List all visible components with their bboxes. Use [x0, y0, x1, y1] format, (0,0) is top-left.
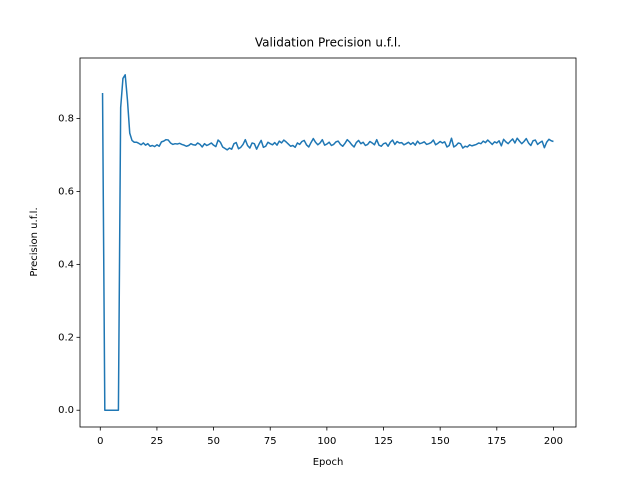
x-tick-label: 200 — [544, 436, 563, 447]
x-tick-label: 100 — [317, 436, 336, 447]
x-tick-label: 175 — [487, 436, 506, 447]
y-tick-label: 0.6 — [58, 186, 74, 197]
chart-title: Validation Precision u.f.l. — [255, 36, 401, 50]
x-tick-label: 125 — [374, 436, 393, 447]
x-tick-label: 75 — [264, 436, 277, 447]
data-line — [101, 74, 554, 411]
x-tick-label: 0 — [97, 436, 103, 447]
y-tick-label: 0.4 — [58, 259, 74, 270]
y-tick-label: 0.0 — [58, 405, 74, 416]
y-tick-label: 0.2 — [58, 332, 74, 343]
y-tick-label: 0.8 — [58, 114, 74, 125]
x-tick-label: 25 — [151, 436, 164, 447]
axes-frame — [79, 57, 577, 428]
x-axis-label: Epoch — [313, 457, 344, 468]
y-axis-label: Precision u.f.l. — [29, 207, 40, 276]
x-tick-label: 150 — [431, 436, 450, 447]
x-tick-label: 50 — [207, 436, 220, 447]
